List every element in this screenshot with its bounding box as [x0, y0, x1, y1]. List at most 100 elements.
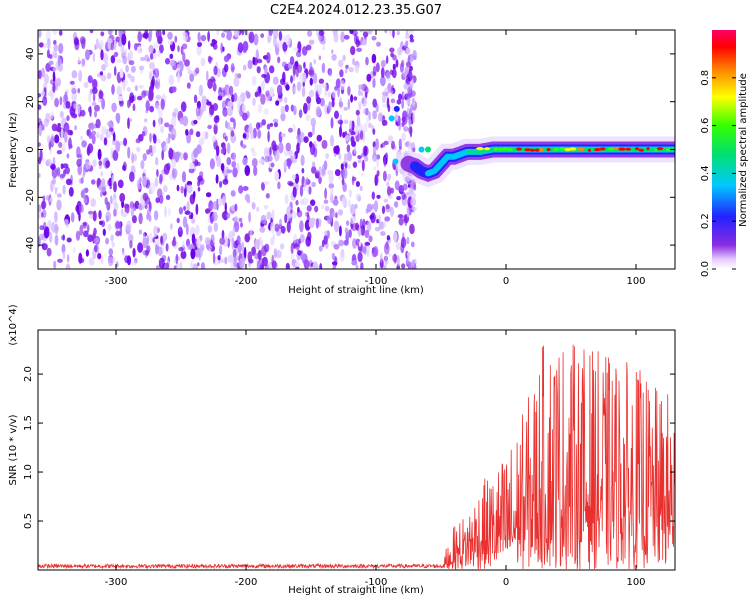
noise-blob [121, 33, 127, 46]
noise-blob [91, 130, 97, 136]
noise-blob [130, 75, 135, 83]
noise-blob [41, 200, 46, 210]
signal-peak [559, 147, 566, 151]
noise-blob [312, 261, 319, 269]
noise-blob [248, 31, 255, 44]
noise-blob [358, 241, 362, 247]
noise-blob [284, 194, 289, 205]
noise-blob [171, 115, 177, 128]
noise-blob [351, 120, 355, 131]
noise-blob [135, 138, 141, 144]
noise-blob [350, 215, 355, 225]
noise-blob [405, 40, 409, 47]
noise-blob [405, 30, 409, 36]
noise-blob [200, 34, 207, 42]
noise-blob [387, 104, 391, 113]
noise-blob [360, 90, 364, 97]
signal-peak [476, 147, 484, 151]
noise-blob [324, 86, 328, 97]
noise-blob [79, 224, 84, 236]
noise-blob [227, 100, 234, 108]
noise-blob [52, 82, 56, 93]
noise-blob [290, 242, 294, 254]
noise-blob [292, 186, 297, 198]
noise-blob [100, 31, 105, 37]
noise-blob [374, 226, 381, 232]
noise-blob [106, 72, 112, 80]
noise-blob [234, 203, 238, 212]
noise-blob [57, 54, 61, 67]
noise-blob [171, 168, 178, 179]
noise-blob [113, 208, 117, 217]
noise-blob [299, 234, 305, 243]
noise-blob [264, 66, 268, 75]
noise-blob [54, 223, 59, 235]
noise-blob [253, 33, 259, 46]
noise-blob [307, 131, 313, 138]
noise-blob [75, 205, 80, 212]
signal-peak [508, 147, 513, 152]
noise-blob [338, 225, 342, 237]
noise-blob [410, 104, 414, 112]
noise-blob [100, 171, 104, 177]
noise-blob [223, 55, 230, 63]
noise-blob [77, 88, 81, 94]
noise-blob [274, 223, 280, 232]
noise-blob [396, 254, 400, 267]
noise-blob [360, 262, 364, 269]
noise-blob [56, 193, 62, 198]
noise-blob [349, 120, 353, 131]
x-tick-label: 100 [626, 276, 645, 287]
noise-blob [173, 265, 177, 269]
noise-blob [354, 64, 359, 74]
noise-blob [385, 241, 389, 250]
noise-blob [252, 246, 257, 256]
noise-blob [257, 250, 262, 260]
noise-blob [107, 30, 113, 36]
noise-blob [54, 211, 58, 223]
noise-blob [382, 264, 387, 269]
noise-blob [366, 203, 373, 213]
noise-blob [355, 35, 360, 44]
noise-blob [405, 61, 412, 68]
noise-blob [198, 137, 205, 146]
noise-blob [64, 166, 70, 175]
noise-blob [254, 91, 259, 98]
noise-blob [346, 144, 351, 153]
noise-blob [164, 57, 171, 65]
noise-blob [330, 117, 334, 129]
noise-blob [183, 205, 187, 211]
y-tick-label: 2.0 [23, 366, 34, 382]
noise-blob [54, 134, 60, 144]
noise-blob [157, 246, 163, 257]
noise-blob [383, 198, 388, 203]
noise-blob [105, 160, 111, 168]
noise-blob [269, 65, 275, 74]
noise-blob [103, 137, 108, 146]
noise-blob [102, 228, 106, 236]
noise-blob [38, 124, 42, 137]
noise-blob [352, 161, 358, 168]
noise-blob [113, 181, 117, 193]
noise-blob [361, 97, 365, 104]
noise-blob [321, 239, 325, 248]
noise-blob [268, 30, 273, 37]
noise-blob [311, 161, 316, 168]
noise-blob [384, 30, 388, 34]
noise-blob [227, 106, 233, 117]
noise-blob [155, 94, 162, 100]
signal-peak [618, 147, 626, 151]
noise-blob [280, 105, 286, 115]
noise-blob [324, 187, 327, 200]
noise-blob [108, 127, 114, 132]
noise-blob [113, 51, 119, 58]
noise-blob [404, 66, 410, 75]
noise-blob [308, 69, 314, 76]
y-tick-label: 1.0 [23, 464, 34, 480]
noise-blob [46, 49, 50, 59]
noise-blob [178, 226, 182, 233]
noise-blob [278, 30, 283, 41]
noise-blob [332, 90, 336, 99]
noise-blob [385, 203, 390, 210]
noise-blob [292, 174, 297, 180]
